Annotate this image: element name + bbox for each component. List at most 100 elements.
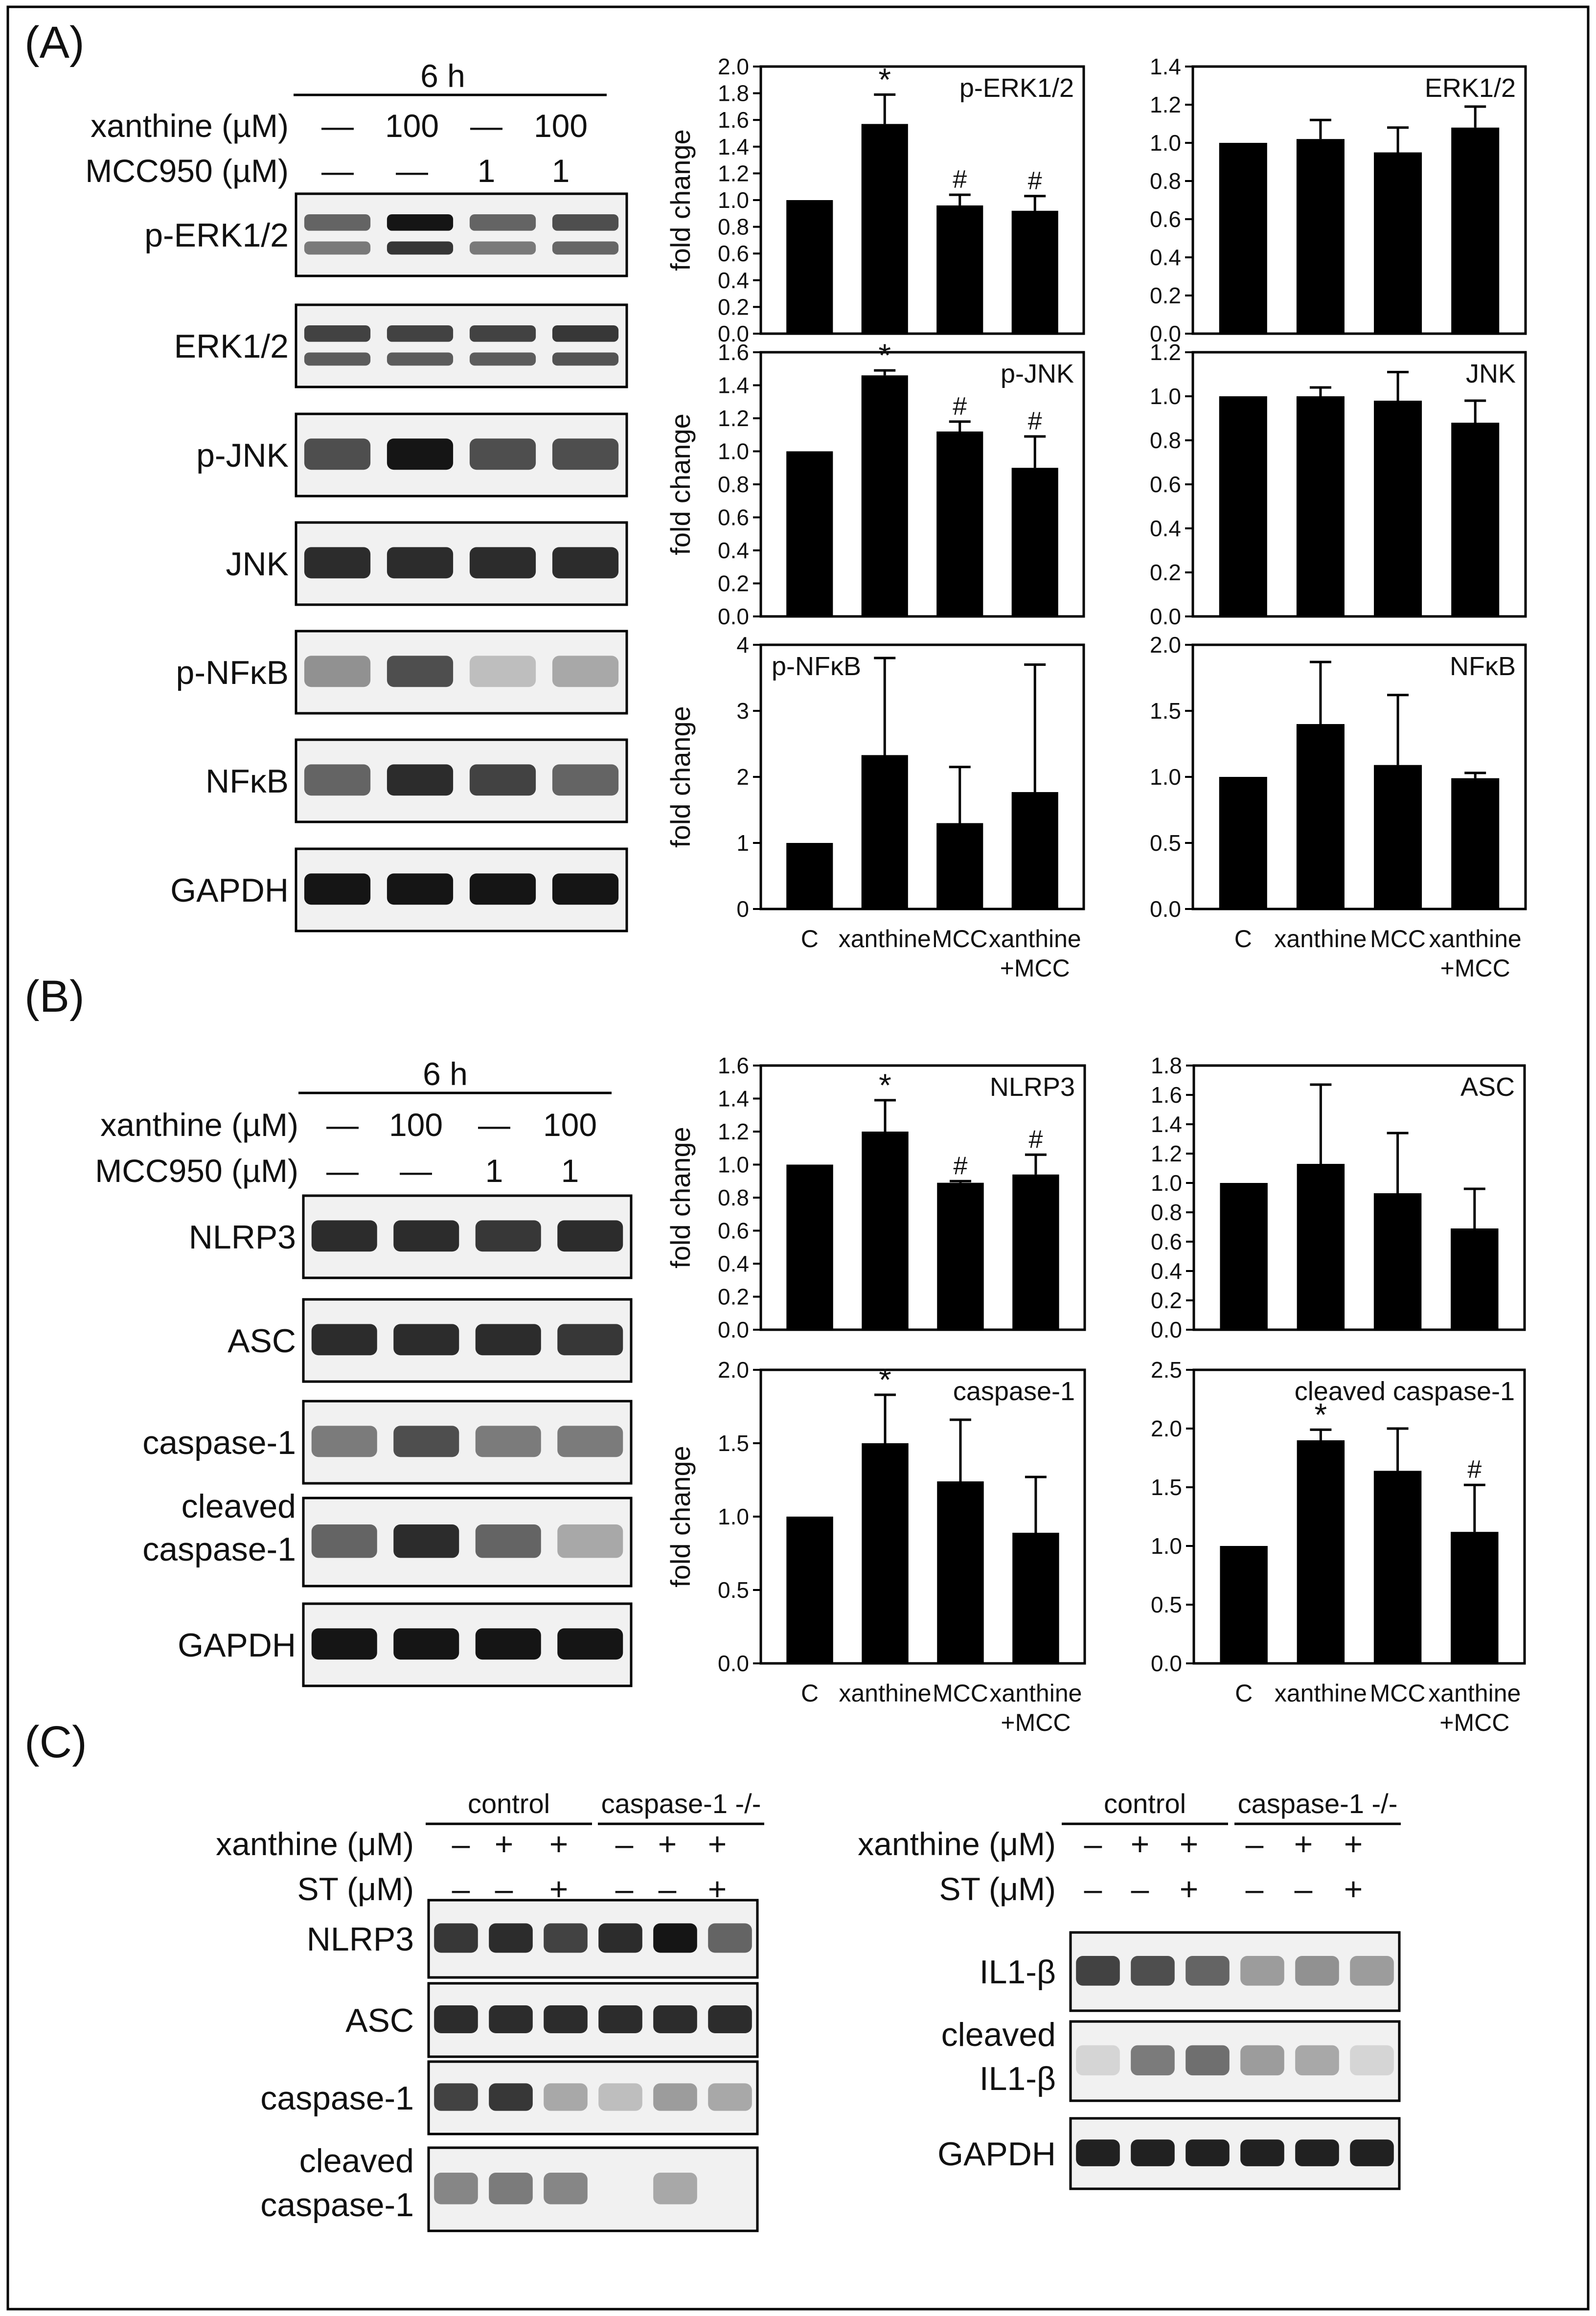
y-tick-label: 0.8 [1150, 428, 1181, 453]
bar [786, 843, 833, 909]
blot-band [469, 325, 536, 342]
band-label: caspase-1 [260, 2080, 414, 2117]
treatment-value: – [1084, 1826, 1102, 1862]
x-tick-label: MCC [933, 1680, 988, 1707]
bar [1297, 1440, 1345, 1663]
blot-strip [302, 1400, 633, 1485]
blot-band [387, 873, 454, 905]
blot-frame [1069, 2117, 1401, 2190]
y-axis-label: fold change [665, 706, 696, 848]
treatment-value: 100 [389, 1107, 443, 1143]
y-tick-label: 1.0 [718, 1152, 749, 1178]
blot-band [1240, 2045, 1284, 2076]
significance-mark: # [954, 1152, 968, 1180]
blot-band [653, 2005, 697, 2033]
blot-frame [427, 1982, 759, 2058]
blot-band [1295, 2045, 1339, 2076]
blot-band [434, 2083, 478, 2111]
blot-band [475, 1426, 541, 1457]
band-label: NLRP3 [189, 1219, 296, 1256]
blot-band [1131, 2139, 1175, 2166]
blot-band [393, 1426, 459, 1457]
group-label: control [468, 1788, 550, 1819]
blot-band [469, 352, 536, 366]
treatment-value: 1 [478, 153, 496, 189]
blot-frame [427, 1899, 759, 1979]
blot-strip [427, 2060, 759, 2135]
band-label: cleaved [299, 2142, 414, 2180]
y-tick-label: 0.2 [1151, 1288, 1182, 1313]
treatment-row-label: ST (μM) [939, 1871, 1056, 1907]
band-label: ERK1/2 [174, 328, 289, 365]
y-tick-label: 1.8 [718, 81, 749, 106]
bar [1296, 396, 1345, 616]
bar [862, 1132, 909, 1330]
y-tick-label: 2.0 [1150, 632, 1181, 658]
y-tick-label: 0.0 [1150, 604, 1181, 629]
blot-strip [295, 847, 628, 932]
band-label: cleaved [941, 2016, 1056, 2053]
blot-band [1350, 2045, 1394, 2076]
blot-band [552, 438, 619, 470]
bar [1220, 1546, 1268, 1663]
blot-band [1240, 2139, 1284, 2166]
bar [1219, 143, 1267, 334]
significance-mark: * [1315, 1396, 1327, 1432]
bar [786, 1517, 833, 1663]
blot-band [469, 764, 536, 796]
treatment-value: – [616, 1826, 634, 1862]
chart-title: p-JNK [1001, 359, 1074, 388]
treatment-value: — [326, 1153, 359, 1189]
y-axis-label: fold change [665, 1127, 696, 1269]
band-label: IL1-β [980, 1953, 1056, 1991]
treatment-value: — [396, 153, 428, 189]
y-tick-label: 1.2 [1151, 1141, 1182, 1166]
blot-band [1186, 2045, 1230, 2076]
y-tick-label: 2.0 [1151, 1416, 1182, 1441]
treatment-value: + [495, 1826, 514, 1862]
y-tick-label: 0.4 [1151, 1258, 1182, 1284]
bar [937, 1182, 984, 1330]
bar-chart: 0.0 0.2 0.4 0.6 0.8 1.0 1.2 1.4 ERK1/2 [1150, 54, 1527, 346]
blot-strip [427, 1982, 759, 2058]
blot-band [469, 873, 536, 905]
y-tick-label: 0.2 [718, 571, 749, 596]
blot-band [552, 764, 619, 796]
y-tick-label: 0.5 [1150, 830, 1181, 856]
blot-band [557, 1324, 623, 1356]
y-tick-label: 0.2 [718, 1284, 749, 1310]
blot-band [489, 2083, 533, 2111]
y-tick-label: 1.4 [718, 373, 749, 398]
x-tick-label: MCC [932, 925, 988, 953]
y-tick-label: 1.0 [1150, 384, 1181, 409]
band-label: p-ERK1/2 [144, 217, 289, 254]
blot-band [544, 2173, 588, 2204]
bar [1374, 152, 1422, 334]
treatment-row-label: xanthine (µM) [91, 108, 289, 144]
x-tick-label: MCC [1370, 1680, 1426, 1707]
blot-band [311, 1628, 377, 1660]
y-tick-label: 3 [736, 698, 749, 724]
panel-label-c: (C) [24, 1717, 87, 1767]
y-tick-label: 0.0 [718, 1317, 749, 1342]
blot-band [708, 1923, 752, 1953]
significance-mark: # [1028, 407, 1042, 435]
treatment-value: + [1344, 1826, 1363, 1862]
significance-mark: * [879, 1362, 891, 1398]
blot-frame [427, 2060, 759, 2135]
y-tick-label: 2 [736, 764, 749, 790]
bar-chart: 0 1 2 3 4 fold change p-NFκB C xanthine MCC xanthi… [665, 632, 1085, 982]
band-label: NLRP3 [307, 1921, 414, 1958]
bar [786, 200, 833, 334]
x-tick-label: C [1235, 1680, 1253, 1707]
treatment-value: + [658, 1826, 677, 1862]
y-tick-label: 1.6 [718, 340, 749, 365]
blot-band [311, 1220, 377, 1252]
treatment-value: 100 [543, 1107, 597, 1143]
y-tick-label: 1.8 [1151, 1053, 1182, 1078]
blot-frame [427, 2146, 759, 2232]
band-label: caspase-1 [142, 1531, 296, 1568]
